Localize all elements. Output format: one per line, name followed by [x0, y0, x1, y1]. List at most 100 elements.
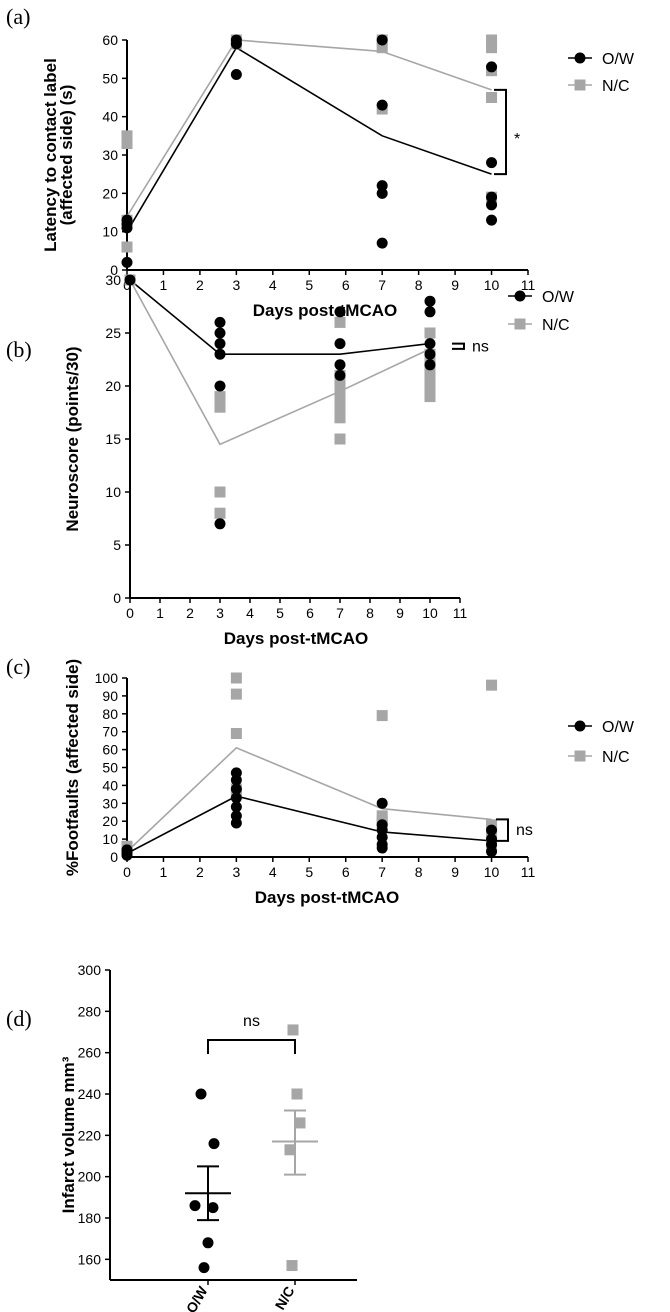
x-tick-label: 5: [305, 864, 313, 880]
x-tick-label: 0: [126, 605, 134, 621]
y-tick-label: 70: [102, 724, 118, 740]
data-point-nc: [230, 688, 242, 700]
data-point-nc: [121, 138, 133, 149]
data-point-ow: [230, 783, 242, 795]
y-tick-label: 80: [102, 706, 118, 722]
data-point-nc: [424, 391, 436, 403]
y-tick-label: 90: [102, 688, 118, 704]
x-tick-label: 3: [216, 605, 224, 621]
mean-line-ow: [129, 279, 431, 356]
data-point-ow: [486, 846, 498, 858]
x-tick-label: 1: [156, 605, 164, 621]
x-tick-label: 2: [196, 277, 204, 293]
x-tick-label: 9: [396, 605, 404, 621]
data-point-ow: [334, 359, 346, 371]
x-tick-label: 10: [484, 864, 500, 880]
mean-line-nc: [126, 746, 492, 853]
data-point-ow: [198, 1262, 210, 1274]
legend-marker-nc: [574, 79, 586, 91]
data-point-ow: [486, 191, 498, 203]
data-point-ow: [230, 774, 242, 786]
data-point-nc: [287, 1024, 299, 1036]
data-point-ow: [376, 187, 388, 199]
mean-line-ow: [126, 46, 492, 233]
x-tick-label: 0: [123, 864, 131, 880]
data-point-nc: [284, 1144, 296, 1156]
data-point-ow: [486, 61, 498, 73]
y-tick-label: 220: [78, 1127, 102, 1143]
data-point-ow: [334, 369, 346, 381]
data-point-nc: [230, 727, 242, 739]
data-point-ow: [424, 306, 436, 318]
legend-marker-ow: [514, 290, 526, 302]
data-point-ow: [208, 1138, 220, 1150]
y-tick-label: 0: [113, 590, 121, 606]
y-axis-title: %Footfaults (affected side): [63, 659, 82, 876]
significance-bracket: [452, 342, 465, 350]
legend-label-nc: N/C: [602, 749, 630, 766]
x-tick-label: 11: [521, 277, 536, 293]
data-point-ow: [230, 38, 242, 50]
y-tick-label: 50: [102, 70, 118, 86]
mean-line-nc: [129, 279, 431, 446]
data-point-ow: [214, 316, 226, 328]
data-point-ow: [230, 801, 242, 813]
x-tick-label: 8: [415, 277, 423, 293]
y-tick-label: 260: [78, 1045, 102, 1061]
y-tick-label: 160: [78, 1251, 102, 1267]
data-point-nc: [486, 679, 498, 691]
legend-marker-nc: [514, 318, 526, 330]
data-point-ow: [230, 792, 242, 804]
data-point-nc: [214, 391, 226, 403]
x-tick-label: 5: [305, 277, 313, 293]
x-tick-label: 11: [453, 605, 468, 621]
x-tick-label: 1: [160, 864, 168, 880]
significance-label: ns: [472, 338, 489, 355]
data-point-ow: [195, 1088, 207, 1100]
y-tick-label: 0: [110, 262, 118, 278]
legend-marker-nc: [574, 750, 586, 762]
y-tick-label: 30: [102, 795, 118, 811]
x-tick-label: 10: [484, 277, 500, 293]
x-tick-label: 7: [378, 277, 386, 293]
data-point-nc: [486, 92, 498, 103]
y-tick-label: 280: [78, 1003, 102, 1019]
y-tick-label: 300: [78, 962, 102, 978]
data-point-ow: [202, 1237, 214, 1249]
data-point-ow: [214, 380, 226, 392]
category-label: N/C: [272, 1284, 298, 1312]
x-tick-label: 7: [336, 605, 344, 621]
x-tick-label: 6: [342, 864, 350, 880]
data-point-nc: [424, 380, 436, 392]
data-point-nc: [486, 34, 498, 46]
x-tick-label: 8: [366, 605, 374, 621]
data-point-nc: [376, 710, 388, 722]
panel-label: (a): [6, 4, 30, 29]
y-tick-label: 25: [105, 325, 121, 341]
legend-label-ow: O/W: [602, 51, 635, 68]
legend-label-nc: N/C: [542, 317, 570, 334]
data-point-ow: [121, 256, 133, 268]
data-point-nc: [291, 1088, 303, 1100]
data-point-ow: [376, 180, 388, 192]
y-axis-title: (affected side) (s): [57, 85, 76, 226]
y-tick-label: 0: [110, 849, 118, 865]
legend-label-ow: O/W: [542, 289, 575, 306]
x-tick-label: 10: [422, 605, 438, 621]
data-point-nc: [121, 241, 133, 253]
data-point-ow: [230, 69, 242, 80]
data-point-nc: [214, 486, 226, 498]
data-point-ow: [334, 306, 346, 318]
data-point-ow: [214, 338, 226, 350]
y-tick-label: 15: [105, 431, 121, 447]
y-tick-label: 180: [78, 1210, 102, 1226]
legend-marker-ow: [574, 720, 586, 732]
y-tick-label: 60: [102, 32, 118, 48]
data-point-ow: [424, 338, 436, 350]
x-tick-label: 9: [451, 277, 459, 293]
x-tick-label: 4: [269, 864, 277, 880]
data-point-nc: [424, 369, 436, 381]
data-point-ow: [207, 1202, 219, 1214]
x-tick-label: 3: [232, 277, 240, 293]
